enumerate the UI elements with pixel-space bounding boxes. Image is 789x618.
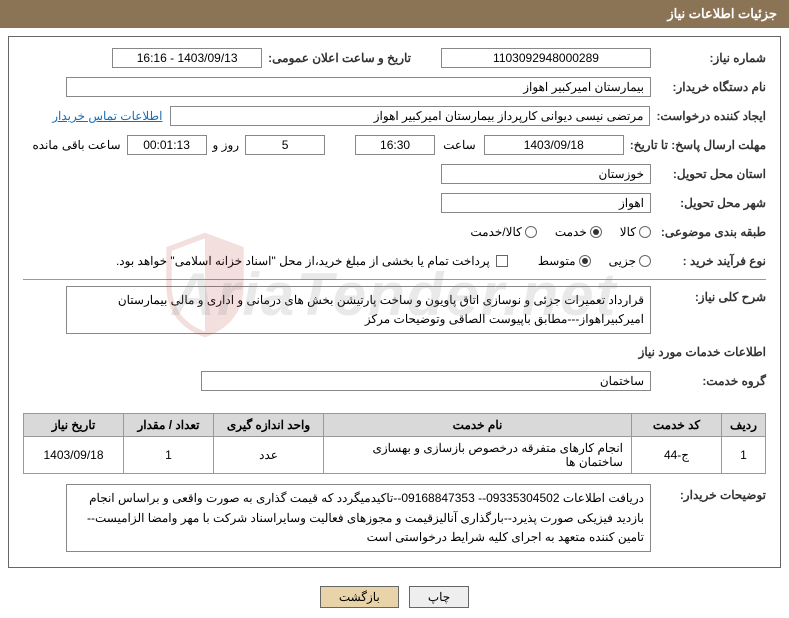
service-group-label: گروه خدمت: [651, 374, 766, 388]
th-qty: تعداد / مقدار [124, 414, 214, 437]
row-desc: شرح کلی نیاز: قرارداد تعمیرات جزئی و نوس… [23, 286, 766, 334]
deadline-label: مهلت ارسال پاسخ: تا تاریخ: [624, 138, 766, 152]
th-code: کد خدمت [632, 414, 722, 437]
button-row: چاپ بازگشت [0, 576, 789, 618]
radio-service-item[interactable]: خدمت [555, 225, 602, 239]
row-deadline: مهلت ارسال پاسخ: تا تاریخ: 1403/09/18 سا… [23, 134, 766, 156]
th-name: نام خدمت [324, 414, 632, 437]
contact-link[interactable]: اطلاعات تماس خریدار [52, 109, 162, 123]
desc-value: قرارداد تعمیرات جزئی و نوسازی اتاق پاویو… [66, 286, 651, 334]
radio-icon [639, 255, 651, 267]
row-subject-class: طبقه بندی موضوعی: کالا خدمت کالا/خدمت [23, 221, 766, 243]
radio-goods-service-label: کالا/خدمت [470, 225, 521, 239]
radio-icon [579, 255, 591, 267]
td-row: 1 [722, 437, 766, 474]
radio-goods-service-item[interactable]: کالا/خدمت [470, 225, 536, 239]
countdown: 00:01:13 [127, 135, 207, 155]
td-unit: عدد [214, 437, 324, 474]
td-qty: 1 [124, 437, 214, 474]
time-word: ساعت [443, 138, 476, 152]
radio-partial-label: جزیی [609, 254, 636, 268]
radio-icon [590, 226, 602, 238]
province-value: خوزستان [441, 164, 651, 184]
payment-note: پرداخت تمام یا بخشی از مبلغ خرید،از محل … [116, 254, 490, 268]
purchase-type-radios: جزیی متوسط [538, 254, 651, 268]
content-panel: AriaTender.net شماره نیاز: 1103092948000… [8, 36, 781, 568]
th-unit: واحد اندازه گیری [214, 414, 324, 437]
need-no-value: 1103092948000289 [441, 48, 651, 68]
td-name: انجام کارهای متفرقه درخصوص بازسازی و بهس… [324, 437, 632, 474]
row-service-info: اطلاعات خدمات مورد نیاز [23, 341, 766, 363]
form-area: شماره نیاز: 1103092948000289 تاریخ و ساع… [9, 37, 780, 407]
deadline-date: 1403/09/18 [484, 135, 624, 155]
row-buyer-notes: توضیحات خریدار: دریافت اطلاعات 093353045… [23, 484, 766, 552]
subject-class-label: طبقه بندی موضوعی: [651, 225, 766, 239]
city-label: شهر محل تحویل: [651, 196, 766, 210]
remain-word: ساعت باقی مانده [32, 138, 120, 152]
row-buyer: نام دستگاه خریدار: بیمارستان امیرکبیر اه… [23, 76, 766, 98]
payment-note-wrap: پرداخت تمام یا بخشی از مبلغ خرید،از محل … [116, 254, 508, 268]
row-need-no: شماره نیاز: 1103092948000289 تاریخ و ساع… [23, 47, 766, 69]
radio-partial-item[interactable]: جزیی [609, 254, 651, 268]
deadline-time: 16:30 [355, 135, 435, 155]
service-group-value: ساختمان [201, 371, 651, 391]
requester-value: مرتضی نیسی دیوانی کارپرداز بیمارستان امی… [170, 106, 650, 126]
row-purchase-type: نوع فرآیند خرید : جزیی متوسط پرداخت تمام… [23, 250, 766, 272]
radio-icon [525, 226, 537, 238]
desc-label: شرح کلی نیاز: [651, 286, 766, 304]
row-requester: ایجاد کننده درخواست: مرتضی نیسی دیوانی ک… [23, 105, 766, 127]
page-title: جزئیات اطلاعات نیاز [667, 6, 777, 21]
radio-medium-item[interactable]: متوسط [538, 254, 591, 268]
page-container: جزئیات اطلاعات نیاز AriaTender.net شماره… [0, 0, 789, 618]
announce-label: تاریخ و ساعت اعلان عمومی: [262, 51, 411, 65]
buyer-notes-label: توضیحات خریدار: [651, 484, 766, 502]
radio-medium-label: متوسط [538, 254, 576, 268]
requester-label: ایجاد کننده درخواست: [650, 109, 766, 123]
buyer-notes-value: دریافت اطلاعات 09335304502-- 09168847353… [66, 484, 651, 552]
td-date: 1403/09/18 [24, 437, 124, 474]
days-count: 5 [245, 135, 325, 155]
need-no-label: شماره نیاز: [651, 51, 766, 65]
th-row: ردیف [722, 414, 766, 437]
row-service-group: گروه خدمت: ساختمان [23, 370, 766, 392]
payment-checkbox[interactable] [496, 255, 508, 267]
row-province: استان محل تحویل: خوزستان [23, 163, 766, 185]
radio-icon [639, 226, 651, 238]
table-header-row: ردیف کد خدمت نام خدمت واحد اندازه گیری ت… [24, 414, 766, 437]
print-button[interactable]: چاپ [409, 586, 469, 608]
city-value: اهواز [441, 193, 651, 213]
divider [23, 279, 766, 280]
days-word: روز و [213, 138, 240, 152]
radio-goods-label: کالا [620, 225, 636, 239]
page-title-bar: جزئیات اطلاعات نیاز [0, 0, 789, 28]
province-label: استان محل تحویل: [651, 167, 766, 181]
service-table: ردیف کد خدمت نام خدمت واحد اندازه گیری ت… [23, 413, 766, 474]
th-date: تاریخ نیاز [24, 414, 124, 437]
service-table-wrap: ردیف کد خدمت نام خدمت واحد اندازه گیری ت… [23, 413, 766, 474]
back-button[interactable]: بازگشت [320, 586, 399, 608]
table-row: 1 ج-44 انجام کارهای متفرقه درخصوص بازساز… [24, 437, 766, 474]
service-info-label: اطلاعات خدمات مورد نیاز [633, 345, 766, 359]
buyer-value: بیمارستان امیرکبیر اهواز [66, 77, 651, 97]
buyer-label: نام دستگاه خریدار: [651, 80, 766, 94]
td-code: ج-44 [632, 437, 722, 474]
announce-value: 1403/09/13 - 16:16 [112, 48, 262, 68]
buyer-notes-area: توضیحات خریدار: دریافت اطلاعات 093353045… [9, 484, 780, 567]
subject-class-radios: کالا خدمت کالا/خدمت [470, 225, 651, 239]
radio-goods-item[interactable]: کالا [620, 225, 651, 239]
purchase-type-label: نوع فرآیند خرید : [651, 254, 766, 268]
row-city: شهر محل تحویل: اهواز [23, 192, 766, 214]
radio-service-label: خدمت [555, 225, 587, 239]
